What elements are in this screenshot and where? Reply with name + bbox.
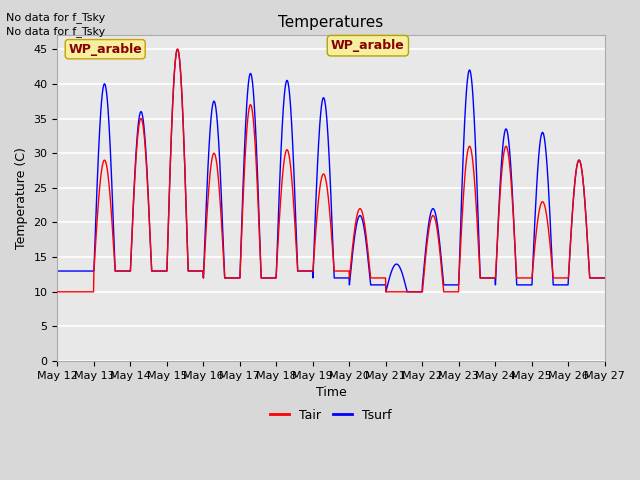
Tsurf	[175, 56, 183, 61]
Line: Tsurf: Tsurf	[58, 49, 605, 292]
Line: Tair: Tair	[58, 49, 605, 292]
Text: WP_arable: WP_arable	[68, 43, 142, 56]
Tair	[237, 255, 244, 261]
Tsurf	[382, 289, 390, 295]
Text: WP_arable: WP_arable	[331, 39, 404, 52]
Tair	[173, 47, 181, 52]
Tsurf	[601, 275, 609, 281]
Tsurf	[536, 138, 544, 144]
Tsurf	[488, 275, 496, 281]
Legend: Tair, Tsurf: Tair, Tsurf	[265, 404, 397, 427]
Tsurf	[237, 252, 244, 258]
X-axis label: Time: Time	[316, 386, 346, 399]
Y-axis label: Temperature (C): Temperature (C)	[15, 147, 28, 249]
Tsurf	[417, 289, 424, 295]
Tsurf	[173, 47, 181, 52]
Tair	[601, 275, 609, 281]
Tair	[162, 268, 170, 274]
Tsurf	[162, 268, 170, 274]
Tair	[536, 204, 544, 210]
Tair	[54, 289, 61, 295]
Tair	[416, 289, 424, 295]
Tair	[488, 275, 495, 281]
Tsurf	[54, 268, 61, 274]
Text: No data for f_Tsky
No data for f_Tsky: No data for f_Tsky No data for f_Tsky	[6, 12, 106, 37]
Tair	[175, 56, 183, 61]
Title: Temperatures: Temperatures	[278, 15, 383, 30]
